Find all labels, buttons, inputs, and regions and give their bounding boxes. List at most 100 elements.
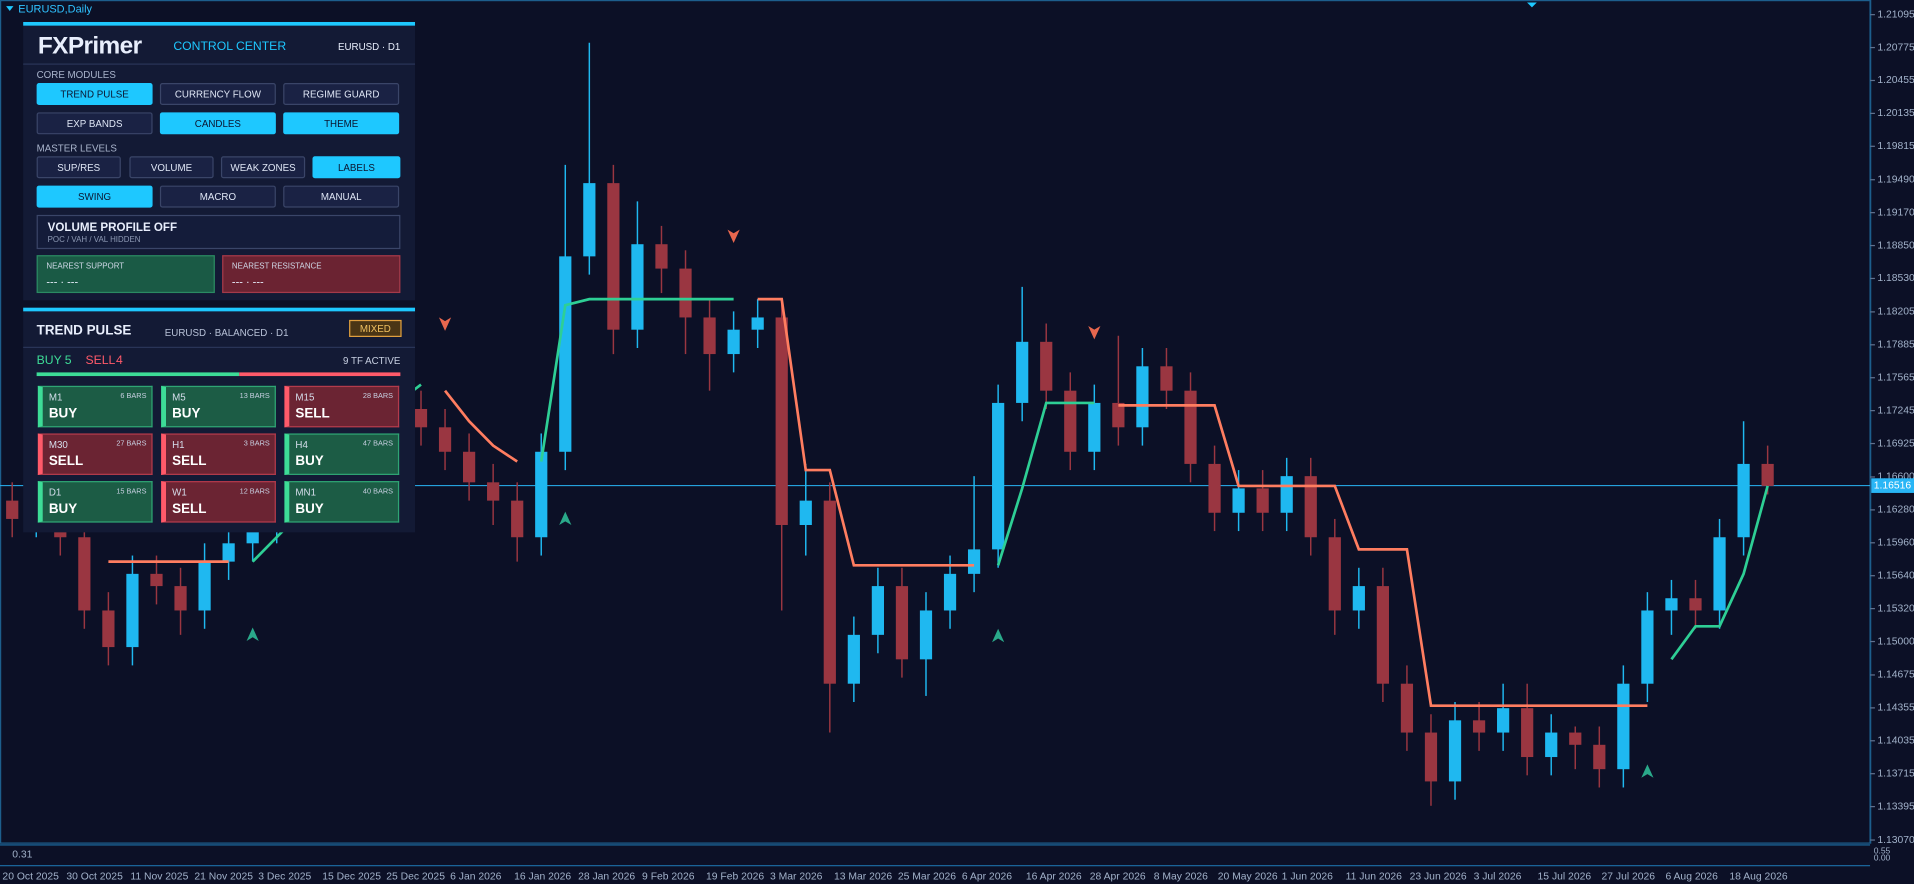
toggle-button[interactable]: MANUAL — [283, 185, 400, 208]
timeframe-signal: SELL — [172, 454, 207, 469]
candle-body — [174, 586, 187, 611]
x-tick-label: 25 Dec 2025 — [386, 871, 445, 882]
y-tick-label: 1.15640 — [1877, 570, 1914, 581]
x-tick-label: 28 Jan 2026 — [578, 871, 635, 882]
toggle-button[interactable]: REGIME GUARD — [283, 83, 400, 106]
x-tick-label: 28 Apr 2026 — [1090, 871, 1146, 882]
x-tick-label: 15 Jul 2026 — [1538, 871, 1592, 882]
candle-body — [1112, 402, 1125, 428]
y-tick-label: 1.19490 — [1877, 174, 1914, 185]
timeframe-name: H4 — [295, 439, 308, 451]
candle-body — [511, 500, 524, 538]
sell-signal — [727, 229, 740, 244]
timeframe-name: M15 — [295, 391, 315, 403]
timeframe-signal: BUY — [48, 406, 78, 422]
section-label: MASTER LEVELS — [36, 142, 117, 154]
toggle-button[interactable]: SWING — [36, 185, 153, 208]
timeframe-bars: 6 BARS — [120, 393, 147, 401]
toggle-button[interactable]: TREND PULSE — [36, 83, 153, 106]
candle-body — [1304, 476, 1317, 538]
y-tick-label: 1.13715 — [1877, 768, 1914, 779]
buy-count: 5 — [64, 354, 72, 368]
sell-count: 4 — [115, 354, 123, 368]
timeframe-signal: SELL — [295, 406, 330, 422]
y-tick-label: 1.16925 — [1877, 438, 1914, 449]
candle-body — [655, 244, 668, 269]
timeframe-tile: M1 6 BARS BUY — [37, 385, 153, 428]
timeframe-bars: 12 BARS — [239, 488, 270, 496]
timeframe-name: M1 — [48, 391, 63, 403]
trend-pulse-panel: TREND PULSE EURUSD · BALANCED · D1 MIXED BU… — [23, 307, 416, 533]
y-tick-label: 1.17885 — [1877, 340, 1914, 351]
candle-body — [1713, 537, 1726, 611]
toggle-button[interactable]: EXP BANDS — [36, 112, 153, 135]
candle-body — [1448, 720, 1462, 782]
candle-body — [222, 543, 235, 562]
timeframe-bars: 13 BARS — [239, 393, 270, 401]
candle-body — [1689, 598, 1702, 611]
toggle-button[interactable]: CURRENCY FLOW — [159, 83, 276, 106]
buy-signal — [559, 511, 572, 526]
y-tick-label: 1.15960 — [1877, 538, 1914, 549]
timeframe-name: H1 — [172, 439, 185, 451]
candle-body — [1641, 610, 1654, 684]
x-tick-label: 6 Jan 2026 — [450, 871, 501, 882]
x-tick-label: 21 Nov 2025 — [194, 871, 253, 882]
indicator-axis-label: 0.55 — [1874, 845, 1891, 855]
y-tick-label: 1.19170 — [1877, 207, 1914, 218]
toggle-button[interactable]: LABELS — [312, 156, 401, 179]
x-tick-label: 18 Aug 2026 — [1729, 871, 1787, 882]
candle-body — [1400, 683, 1414, 733]
timeframe-tile: MN1 40 BARS BUY — [284, 481, 400, 523]
x-tick-label: 15 Dec 2025 — [322, 871, 381, 882]
current-price-label: 1.16516 — [1874, 480, 1912, 491]
candle-body — [1737, 463, 1750, 538]
candle-body — [1617, 683, 1630, 770]
candle-body — [751, 317, 764, 330]
scroll-marker — [1527, 2, 1537, 8]
timeframe-tile: H4 47 BARS BUY — [284, 433, 400, 475]
candle-body — [535, 451, 548, 538]
toggle-button[interactable]: MACRO — [159, 185, 276, 208]
y-tick-label: 1.21095 — [1877, 9, 1914, 20]
buy-signal — [992, 628, 1005, 643]
candle-body — [992, 402, 1005, 550]
trend-pulse-title: TREND PULSE — [36, 323, 132, 339]
toggle-button[interactable]: VOLUME — [129, 156, 214, 179]
buy-label: BUY — [36, 354, 62, 368]
toggle-button[interactable]: THEME — [283, 112, 400, 135]
candle-body — [823, 500, 836, 684]
candle-body — [1424, 732, 1438, 782]
candle-body — [583, 183, 596, 257]
x-tick-label: 8 May 2026 — [1154, 871, 1208, 882]
indicator-value: 0.31 — [12, 849, 32, 860]
candle-body — [967, 549, 981, 574]
x-tick-label: 11 Jun 2026 — [1346, 871, 1402, 882]
y-tick-label: 1.20455 — [1877, 75, 1914, 86]
toggle-button[interactable]: SUP/RES — [36, 156, 121, 179]
resistance-box: NEAREST RESISTANCE --- · --- — [222, 255, 401, 294]
candle-body — [1208, 463, 1221, 513]
candle-body — [1472, 720, 1486, 733]
x-tick-label: 3 Jul 2026 — [1474, 871, 1522, 882]
timeframe-bars: 15 BARS — [116, 488, 147, 496]
timeframe-tile: H1 3 BARS SELL — [161, 433, 276, 475]
sell-label: SELL — [85, 354, 116, 368]
y-tick-label: 1.13395 — [1877, 801, 1914, 812]
candle-body — [198, 561, 211, 611]
toggle-button[interactable]: WEAK ZONES — [220, 156, 306, 179]
current-price-badge — [1871, 478, 1914, 493]
candle-body — [1376, 586, 1389, 684]
x-tick-label: 20 Oct 2025 — [2, 871, 59, 882]
x-tick-label: 30 Oct 2025 — [66, 871, 123, 882]
candle-body — [1256, 488, 1269, 513]
candle-body — [871, 586, 885, 635]
x-tick-label: 3 Dec 2025 — [258, 871, 311, 882]
x-tick-label: 6 Apr 2026 — [962, 871, 1012, 882]
resistance-label: NEAREST RESISTANCE — [231, 262, 322, 272]
support-box: NEAREST SUPPORT --- · --- — [36, 255, 215, 294]
timeframe-name: D1 — [48, 487, 62, 499]
y-tick-label: 1.19815 — [1877, 141, 1914, 152]
y-tick-label: 1.18850 — [1877, 240, 1914, 251]
toggle-button[interactable]: CANDLES — [159, 112, 276, 135]
